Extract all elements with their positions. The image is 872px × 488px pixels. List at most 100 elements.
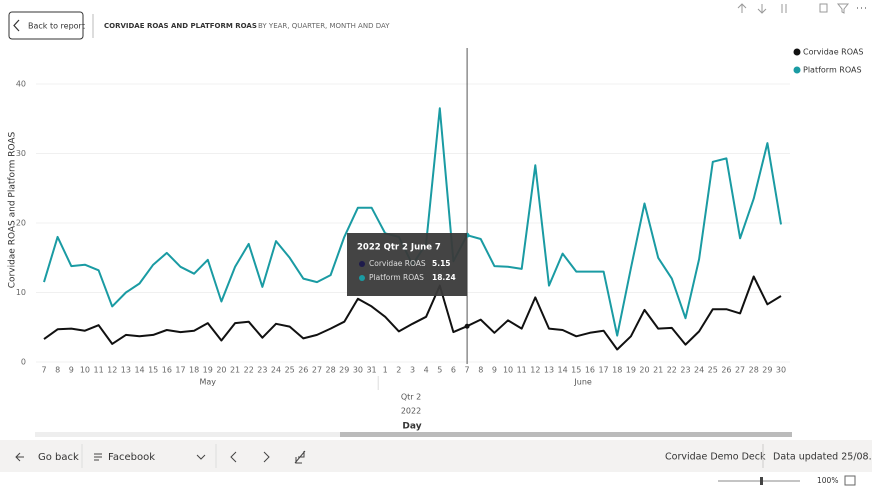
- year-label: 2022: [401, 407, 421, 416]
- x-tick-label: 17: [175, 366, 185, 375]
- x-tick-label: 6: [451, 366, 456, 375]
- y-tick-label: 20: [16, 219, 26, 228]
- x-tick-label: 8: [478, 366, 483, 375]
- go-back-icon: [15, 452, 24, 462]
- page-dropdown[interactable]: [196, 454, 206, 460]
- x-tick-label: 27: [312, 366, 322, 375]
- legend-marker: [793, 66, 801, 74]
- page-selector[interactable]: Facebook: [108, 452, 155, 463]
- tooltip-value: 5.15: [432, 259, 451, 268]
- x-tick-label: 15: [148, 366, 158, 375]
- go-back[interactable]: Go back: [38, 452, 79, 463]
- x-tick-label: 25: [285, 366, 295, 375]
- tooltip-series: Platform ROAS: [369, 273, 424, 282]
- x-tick-label: 12: [530, 366, 540, 375]
- y-tick-label: 10: [16, 288, 26, 297]
- x-tick-label: 24: [694, 366, 704, 375]
- x-tick-label: 23: [680, 366, 690, 375]
- legend-marker: [793, 48, 801, 56]
- x-tick-label: 29: [339, 366, 349, 375]
- scrollbar-thumb[interactable]: [340, 432, 792, 437]
- x-tick-label: 20: [639, 366, 649, 375]
- expand[interactable]: [781, 4, 787, 13]
- x-tick-label: 27: [735, 366, 745, 375]
- x-tick-label: 19: [626, 366, 636, 375]
- x-tick-label: 30: [776, 366, 786, 375]
- filter[interactable]: [836, 3, 850, 14]
- x-tick-label: 26: [721, 366, 731, 375]
- x-axis-title: Day: [402, 422, 421, 432]
- prev-page[interactable]: [230, 451, 237, 463]
- back-label: Back to report: [28, 22, 85, 31]
- x-tick-label: 9: [492, 366, 497, 375]
- fullscreen[interactable]: [294, 450, 306, 464]
- tooltip-title: 2022 Qtr 2 June 7: [357, 243, 441, 253]
- copy[interactable]: [819, 3, 828, 13]
- hover-point: [464, 323, 470, 329]
- x-tick-label: 13: [544, 366, 554, 375]
- drill-down[interactable]: [757, 4, 767, 14]
- x-tick-label: 11: [93, 366, 103, 375]
- x-tick-label: 18: [189, 366, 199, 375]
- x-tick-label: 12: [107, 366, 117, 375]
- x-tick-label: 23: [257, 366, 267, 375]
- y-tick-label: 0: [21, 358, 26, 367]
- page-subtitle: BY YEAR, QUARTER, MONTH AND DAY: [258, 22, 390, 30]
- tooltip-marker: [359, 261, 365, 267]
- series-line: [43, 275, 782, 351]
- page-icon: [94, 453, 102, 461]
- legend-label: Platform ROAS: [803, 66, 862, 75]
- x-tick-label: 4: [424, 366, 429, 375]
- back-button[interactable]: [8, 11, 84, 40]
- page-title: CORVIDAE ROAS AND PLATFORM ROAS: [104, 22, 257, 30]
- x-tick-label: 11: [517, 366, 527, 375]
- x-tick-label: 7: [465, 366, 470, 375]
- fit-page[interactable]: [844, 475, 856, 486]
- back-icon: [13, 19, 20, 32]
- x-tick-label: 28: [749, 366, 759, 375]
- x-tick-label: 8: [55, 366, 60, 375]
- tooltip-box: [347, 233, 467, 296]
- x-tick-label: 20: [216, 366, 226, 375]
- zoom-thumb[interactable]: [760, 477, 763, 485]
- x-tick-label: 16: [585, 366, 595, 375]
- x-tick-label: 17: [598, 366, 608, 375]
- month-label: June: [573, 378, 592, 387]
- footer-bar: [0, 440, 872, 472]
- drill-up[interactable]: [737, 3, 747, 13]
- tooltip-marker: [359, 275, 365, 281]
- x-tick-label: 16: [162, 366, 172, 375]
- x-tick-label: 2: [396, 366, 401, 375]
- y-axis-title: Corvidae ROAS and Platform ROAS: [8, 131, 18, 288]
- x-tick-label: 19: [203, 366, 213, 375]
- x-tick-label: 24: [271, 366, 281, 375]
- tooltip-value: 18.24: [432, 273, 456, 282]
- x-tick-label: 30: [353, 366, 363, 375]
- x-tick-label: 14: [558, 366, 568, 375]
- tooltip-series: Corvidae ROAS: [369, 259, 426, 268]
- x-tick-label: 28: [326, 366, 336, 375]
- data-updated: Data updated 25/08...: [773, 452, 872, 463]
- x-tick-label: 15: [571, 366, 581, 375]
- x-tick-label: 10: [80, 366, 90, 375]
- x-tick-label: 31: [366, 366, 376, 375]
- zoom-level: 100%: [817, 476, 838, 485]
- x-tick-label: 22: [667, 366, 677, 375]
- x-tick-label: 18: [612, 366, 622, 375]
- tooltip: 2022 Qtr 2 June 7 Corvidae ROAS 5.15 Platfo…: [347, 233, 467, 296]
- x-tick-label: 26: [298, 366, 308, 375]
- x-tick-label: 3: [410, 366, 415, 375]
- x-tick-label: 21: [653, 366, 663, 375]
- x-tick-label: 21: [230, 366, 240, 375]
- next-page[interactable]: [263, 451, 270, 463]
- y-tick-label: 30: [16, 149, 26, 158]
- x-tick-label: 5: [437, 366, 442, 375]
- x-tick-label: 7: [41, 366, 46, 375]
- x-tick-label: 9: [69, 366, 74, 375]
- legend-label: Corvidae ROAS: [803, 48, 863, 57]
- x-tick-label: 22: [244, 366, 254, 375]
- x-tick-label: 29: [762, 366, 772, 375]
- x-tick-label: 1: [383, 366, 388, 375]
